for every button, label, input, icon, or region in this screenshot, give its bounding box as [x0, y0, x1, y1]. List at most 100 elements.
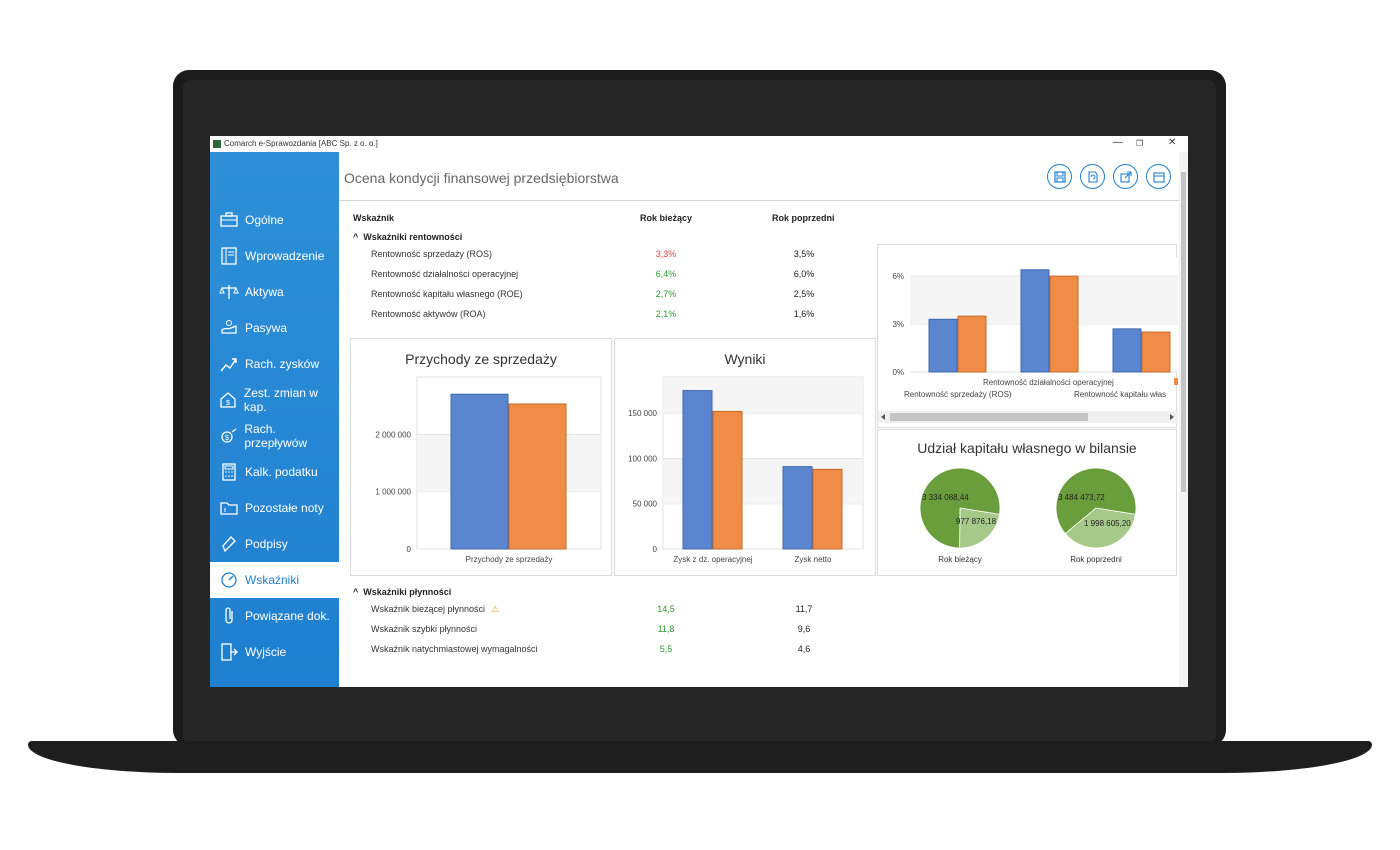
current-year-value: 11,8 [657, 624, 675, 634]
chart-title: Udział kapitału własnego w bilansie [917, 440, 1137, 456]
sidebar-item-0[interactable]: Ogólne [210, 202, 339, 238]
pie-slice-liabilities [1064, 507, 1136, 549]
group-header[interactable]: ^ Wskaźniki rentowności [353, 232, 462, 242]
row-name: Rentowność działalności operacyjnej [371, 269, 519, 279]
row-name: Rentowność sprzedaży (ROS) [371, 249, 493, 259]
title-bar: Comarch e-Sprawozdania [ABC Sp. z o. o.]… [210, 136, 1188, 152]
export-button[interactable] [1113, 164, 1138, 189]
x-category-label: Rentowność kapitału włas [1074, 390, 1166, 399]
sidebar-item-label: Pozostałe noty [245, 501, 324, 515]
sidebar-item-11[interactable]: Powiązane dok. [210, 598, 339, 634]
group-title: Wskaźniki rentowności [363, 232, 463, 242]
app-window: Comarch e-Sprawozdania [ABC Sp. z o. o.]… [210, 136, 1188, 687]
row-name: Rentowność aktywów (ROA) [371, 309, 486, 319]
calendar-icon [1152, 171, 1165, 183]
scroll-left-icon [881, 414, 885, 420]
y-tick-label: 0 [407, 545, 412, 554]
sidebar-item-5[interactable]: $ Zest. zmian w kap. [210, 382, 339, 418]
group-header[interactable]: ^ Wskaźniki płynności [353, 587, 451, 597]
sidebar-item-9[interactable]: Podpisy [210, 526, 339, 562]
current-year-value: 3,3% [655, 249, 677, 259]
y-tick-label: 1 000 000 [375, 488, 411, 497]
minimize-button[interactable]: — [1113, 137, 1123, 148]
y-tick-label: 0% [892, 368, 904, 377]
sidebar-item-12[interactable]: Wyjście [210, 634, 339, 670]
bar-current-year [682, 390, 713, 550]
sidebar-item-label: Zest. zmian w kap. [243, 386, 318, 414]
previous-year-value: 9,6 [797, 624, 811, 634]
sidebar-item-10[interactable]: Wskaźniki [210, 562, 339, 598]
table-row-label[interactable]: Wskaźnik bieżącej płynności ⚠ [371, 604, 499, 615]
sidebar-item-2[interactable]: Aktywa [210, 274, 339, 310]
restore-button[interactable]: ❐ [1136, 139, 1144, 148]
chart-panel-profitability: 0% 3% 6% Rentowność sprzedaży (ROS) Rentowno… [877, 244, 1178, 428]
calendar-button[interactable] [1146, 164, 1171, 189]
pie-slice-equity [1055, 467, 1137, 535]
sidebar-item-7[interactable]: Kalk. podatku [210, 454, 339, 490]
pie-value-label: 977 876,18 [956, 517, 997, 526]
document-refresh-icon [1087, 170, 1098, 183]
scrollbar-thumb[interactable] [1181, 172, 1186, 492]
sidebar-item-label: Wprowadzenie [245, 249, 325, 263]
row-name: Rentowność kapitału własnego (ROE) [371, 289, 523, 299]
table-row-label[interactable]: Wskaźnik szybki płynności [371, 624, 477, 634]
window-title: Comarch e-Sprawozdania [ABC Sp. z o. o.] [224, 139, 378, 148]
profitability-chart: 0% 3% 6% Rentowność sprzedaży (ROS) Rentowno… [878, 257, 1178, 423]
table-row-label[interactable]: Wskaźnik natychmiastowej wymagalności [371, 644, 538, 654]
save-button[interactable] [1047, 164, 1072, 189]
table-row-label[interactable]: Rentowność aktywów (ROA) [371, 309, 486, 319]
table-row-label[interactable]: Rentowność kapitału własnego (ROE) [371, 289, 523, 299]
pen-icon [218, 533, 240, 555]
scales-icon [218, 281, 240, 303]
col-header-indicator: Wskaźnik [353, 213, 395, 223]
sidebar-item-3[interactable]: Pasywa [210, 310, 339, 346]
close-button[interactable]: ✕ [1168, 137, 1177, 148]
current-year-value: 2,7% [655, 289, 677, 299]
pie-slice-equity [919, 467, 1001, 549]
warning-icon: ⚠ [491, 604, 500, 614]
pie-value-label: 3 334 088,44 [922, 493, 969, 502]
revenue-chart: 0 1 000 000 2 000 000 Przychody ze sprzedaż… [375, 376, 602, 564]
collapse-chevron-icon[interactable]: ^ [353, 587, 359, 597]
collapse-chevron-icon[interactable]: ^ [353, 232, 359, 242]
chart-panel-results: Wyniki 0 50 000 100 000 150 000 Zysk z dz. o… [614, 338, 876, 576]
previous-year-value: 2,5% [793, 289, 815, 299]
row-name: Wskaźnik natychmiastowej wymagalności [371, 644, 538, 654]
previous-year-value: 1,6% [793, 309, 815, 319]
vertical-scrollbar[interactable] [1179, 152, 1188, 687]
scroll-right-icon [1170, 414, 1174, 420]
sidebar-item-8[interactable]: Pozostałe noty [210, 490, 339, 526]
export-icon [1119, 170, 1132, 183]
chart-title: Wyniki [724, 351, 766, 367]
book-icon [218, 245, 240, 267]
refresh-document-button[interactable] [1080, 164, 1105, 189]
sidebar-item-label: Rach. przepływów [244, 422, 308, 450]
sidebar-item-label: Powiązane dok. [245, 609, 330, 623]
money-flow-icon: $ [218, 425, 239, 447]
pie-caption: Rok bieżący [938, 555, 982, 564]
equity-pie-chart: 3 334 088,44 977 876,18 Rok bieżący 3 484 4… [919, 467, 1137, 564]
previous-year-value: 3,5% [793, 249, 815, 259]
bar-current-year [1112, 328, 1142, 373]
sidebar-item-label: Rach. zysków [245, 357, 320, 371]
previous-year-value: 11,7 [795, 604, 813, 614]
chart-panel-equity-share: Udział kapitału własnego w bilansie 3 33… [877, 429, 1177, 576]
laptop-base [28, 741, 1372, 773]
x-category-label: Rentowność sprzedaży (ROS) [904, 390, 1012, 399]
legend-clip [1174, 378, 1178, 385]
sidebar-item-6[interactable]: $ Rach. przepływów [210, 418, 339, 454]
folder-icon [218, 497, 240, 519]
row-name: Wskaźnik bieżącej płynności [371, 604, 486, 614]
chart-panel-revenue: Przychody ze sprzedaży 0 1 000 000 2 000 0… [350, 338, 612, 576]
scrollbar-thumb [890, 413, 1088, 421]
x-category-label: Przychody ze sprzedaży [466, 555, 553, 564]
sidebar-item-4[interactable]: Rach. zysków [210, 346, 339, 382]
y-tick-label: 2 000 000 [375, 430, 411, 439]
exit-icon [218, 641, 240, 663]
table-row-label[interactable]: Rentowność działalności operacyjnej [371, 269, 518, 279]
sidebar-item-label: Ogólne [245, 213, 284, 227]
sidebar-item-1[interactable]: Wprowadzenie [210, 238, 339, 274]
save-icon [1053, 170, 1066, 183]
y-tick-label: 100 000 [628, 454, 657, 463]
table-row-label[interactable]: Rentowność sprzedaży (ROS) [371, 249, 492, 259]
